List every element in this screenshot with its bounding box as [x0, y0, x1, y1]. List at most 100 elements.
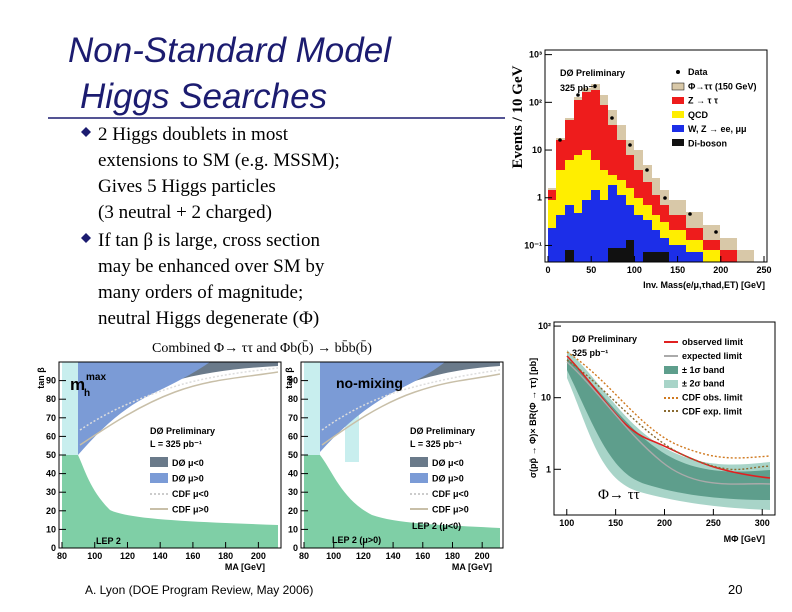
- y-tick-label: 30: [288, 487, 298, 497]
- bullet-text: Gives 5 Higgs particles: [98, 176, 276, 197]
- luminosity: 325 pb⁻¹: [560, 83, 596, 93]
- y-tick-label: 60: [46, 431, 56, 441]
- bullet-text: If tan β is large, cross section: [98, 230, 320, 251]
- band-2sigma: [567, 350, 770, 510]
- x-tick-label: 140: [386, 551, 401, 561]
- legend-swatch: [150, 457, 168, 467]
- x-tick-label: 150: [608, 518, 623, 528]
- y-tick-label: 40: [46, 469, 56, 479]
- x-tick-label: 250: [706, 518, 721, 528]
- legend-swatch: [150, 473, 168, 483]
- caption: Combined Φ→ ττ and Φb(b̄) → bb̄b(b̄): [152, 340, 372, 356]
- mass-plot: DØ Preliminary 325 pb⁻¹ Events / 10 GeV …: [510, 65, 765, 290]
- bullet-marker: [81, 233, 91, 243]
- x-tick-label: 100: [559, 518, 574, 528]
- y-tick-label: 0: [51, 543, 56, 553]
- y-tick-label: 60: [288, 431, 298, 441]
- bullet-text: (3 neutral + 2 charged): [98, 202, 272, 223]
- wz: [548, 185, 703, 262]
- legend-swatch: [664, 380, 678, 388]
- x-tick-label: 0: [545, 265, 550, 275]
- legend-swatch: [410, 457, 428, 467]
- x-tick-label: 80: [57, 551, 67, 561]
- legend-swatch: [671, 82, 685, 91]
- x-tick-label: 150: [670, 265, 685, 275]
- legend-label: CDF obs. limit: [682, 393, 743, 403]
- y-tick-label: 10: [532, 145, 542, 155]
- x-tick-label: 180: [218, 551, 233, 561]
- x-tick-label: 200: [657, 518, 672, 528]
- bullet-text: neutral Higgs degenerate (Φ): [98, 308, 319, 329]
- bullet-text: many orders of magnitude;: [98, 282, 303, 303]
- legend-label: DØ μ<0: [432, 458, 464, 468]
- legend-label: Di-boson: [688, 139, 727, 149]
- luminosity: L = 325 pb⁻¹: [410, 439, 462, 449]
- luminosity: 325 pb⁻¹: [572, 348, 608, 358]
- x-tick-label: 250: [756, 265, 771, 275]
- y-axis-label: Events / 10 GeV: [510, 65, 526, 168]
- legend-swatch: [672, 139, 684, 146]
- x-tick-label: 140: [153, 551, 168, 561]
- legend-label: Φ→ττ (150 GeV): [688, 81, 756, 91]
- x-tick-label: 160: [185, 551, 200, 561]
- y-tick-label: 10³: [529, 50, 542, 60]
- y-tick-label: 30: [46, 487, 56, 497]
- bullet-marker: [81, 127, 91, 137]
- x-tick-label: 200: [251, 551, 266, 561]
- legend-swatch: [672, 97, 684, 104]
- x-axis-label: MΦ [GeV]: [724, 534, 765, 544]
- scenario-sub: h: [84, 388, 90, 399]
- x-tick-label: 100: [87, 551, 102, 561]
- plot-title: DØ Preliminary: [560, 68, 625, 78]
- legend-label: CDF exp. limit: [682, 407, 742, 417]
- x-tick-label: 100: [326, 551, 341, 561]
- legend-swatch: [672, 111, 684, 118]
- legend-label: expected limit: [682, 351, 742, 361]
- lep-excluded: [304, 455, 500, 548]
- legend-label: observed limit: [682, 337, 743, 347]
- y-tick-label: 40: [288, 469, 298, 479]
- bullets: 2 Higgs doublets in most extensions to SM…: [81, 124, 340, 329]
- x-tick-label: 120: [356, 551, 371, 561]
- y-tick-label: 50: [46, 450, 56, 460]
- legend-label: QCD: [688, 110, 709, 120]
- diboson: [565, 240, 669, 262]
- x-axis-label: MA [GeV]: [225, 562, 265, 572]
- scenario: no-mixing: [336, 375, 403, 391]
- y-tick-label: 80: [46, 394, 56, 404]
- legend-swatch: [664, 366, 678, 374]
- legend-swatch: [676, 70, 680, 74]
- plot-title: DØ Preliminary: [572, 334, 637, 344]
- legend-label: DØ μ>0: [172, 474, 204, 484]
- legend-label: CDF μ<0: [432, 489, 469, 499]
- lep-label: LEP 2 (μ>0): [332, 535, 381, 545]
- y-tick-label: 10²: [538, 321, 551, 331]
- plot-frame: [544, 49, 768, 263]
- x-tick-label: 180: [445, 551, 460, 561]
- expected-limit: [566, 361, 771, 485]
- y-tick-label: 90: [46, 376, 56, 386]
- legend-label: CDF μ>0: [432, 505, 469, 515]
- y-tick-label: 10²: [529, 97, 542, 107]
- x-axis-label: Inv. Mass(e/μ,τhad,ET) [GeV]: [643, 280, 765, 290]
- y-tick-label: 70: [288, 413, 298, 423]
- tanb-mhmax-plot: m h max DØ Preliminary L = 325 pb⁻¹ LEP …: [36, 362, 279, 572]
- legend-label: ± 1σ band: [682, 365, 725, 375]
- y-tick-label: 20: [288, 506, 298, 516]
- y-tick-label: 70: [46, 413, 56, 423]
- band-1sigma: [567, 358, 770, 500]
- y-axis-label: tan β: [36, 367, 46, 389]
- y-tick-label: 50: [288, 450, 298, 460]
- luminosity: L = 325 pb⁻¹: [150, 439, 202, 449]
- title: Non-Standard Model: [68, 31, 392, 70]
- page-number: 20: [728, 582, 742, 597]
- legend-label: CDF μ<0: [172, 489, 209, 499]
- y-tick-label: 90: [288, 376, 298, 386]
- y-tick-label: 1: [537, 193, 542, 203]
- limit-plot: DØ Preliminary 325 pb⁻¹ Φ→ ττ σ(pp̄ → Φ)…: [528, 334, 771, 544]
- legend-label: CDF μ>0: [172, 505, 209, 515]
- cdf-mu-neg: [79, 367, 279, 431]
- legend-label: Z → τ τ: [688, 96, 718, 106]
- legend-label: Data: [688, 67, 709, 77]
